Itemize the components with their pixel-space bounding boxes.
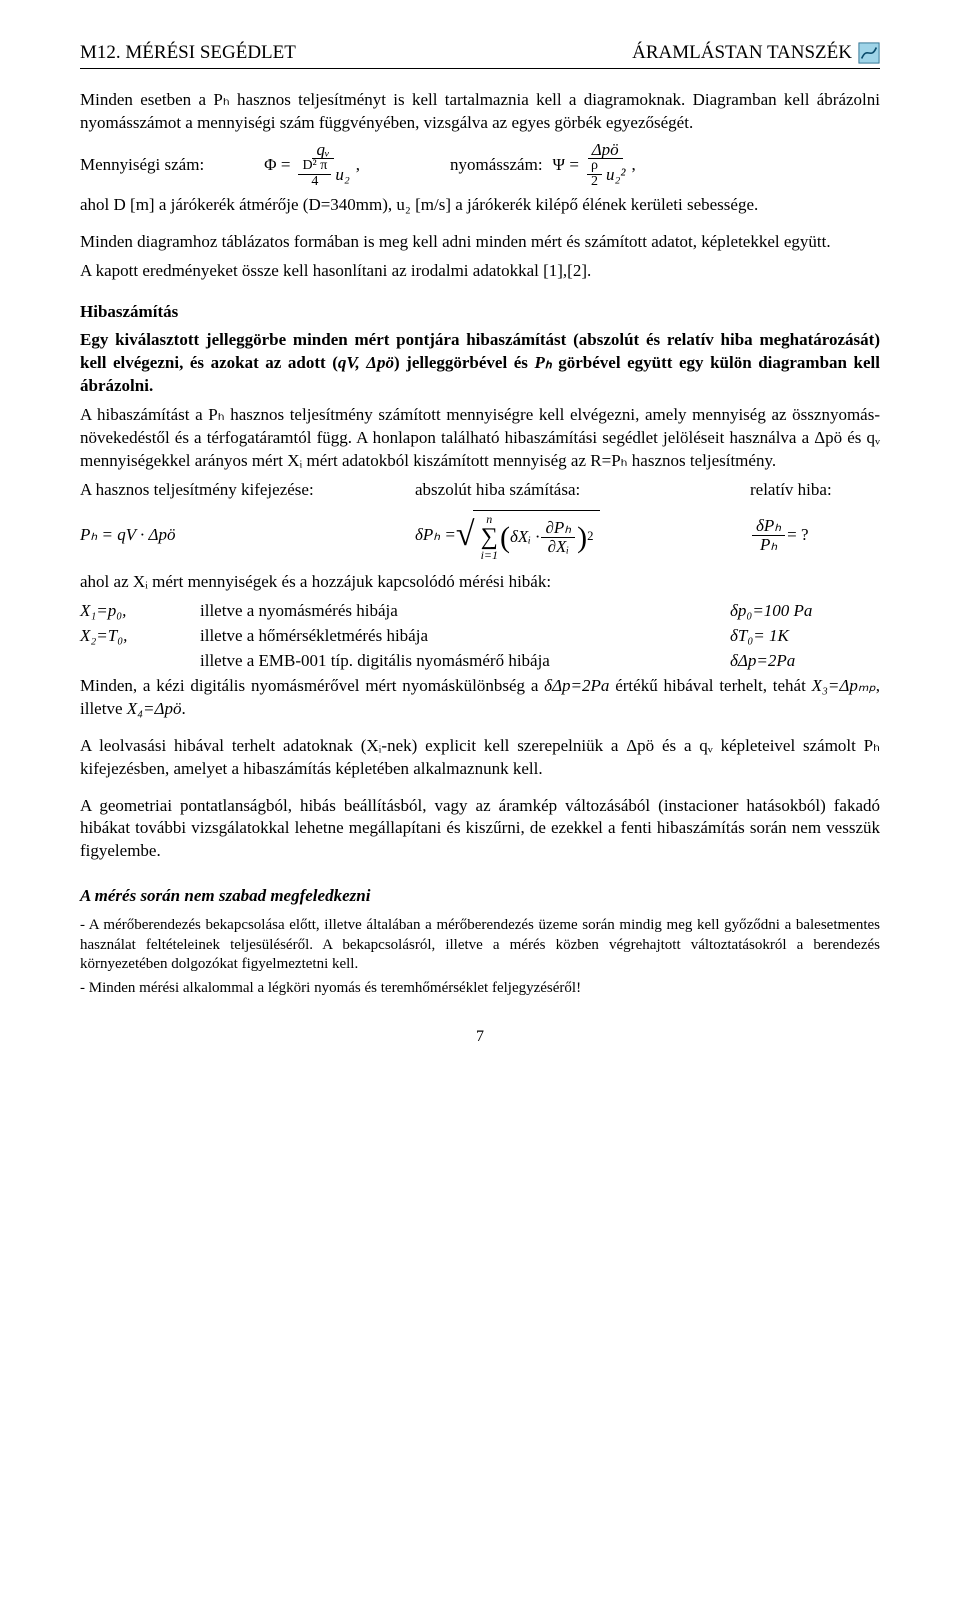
phi-formula: Φ = qᵥ D² π 4 u₂ ,: [264, 141, 360, 190]
formula-delta-ph: δPₕ = √ n ∑ i=1 ( δXᵢ · ∂Pₕ ∂Xᵢ ): [415, 510, 750, 561]
vars-intro: ahol az Xᵢ mért mennyiségek és a hozzáju…: [80, 571, 880, 594]
psi-denominator: ρ 2 u₂²: [581, 159, 630, 189]
phi-den-4: 4: [307, 175, 322, 190]
header-right: ÁRAMLÁSTAN TANSZÉK: [632, 40, 880, 66]
p5f: X₄=Δpö: [127, 699, 182, 718]
row2-c1: X₂=T₀,: [80, 625, 200, 648]
paragraph-intro: Minden esetben a Pₕ hasznos teljesítmény…: [80, 89, 880, 135]
heading-remind: A mérés során nem szabad megfeledkezni: [80, 885, 880, 908]
hiba-p1d: Pₕ: [534, 353, 551, 372]
exponent-2: 2: [587, 528, 593, 545]
p5g: .: [181, 699, 185, 718]
col1-label: A hasznos teljesítmény kifejezése:: [80, 479, 415, 502]
partial-num: ∂Pₕ: [541, 519, 575, 538]
header-left: M12. MÉRÉSI SEGÉDLET: [80, 40, 296, 66]
document-page: M12. MÉRÉSI SEGÉDLET ÁRAMLÁSTAN TANSZÉK …: [0, 0, 960, 1088]
reminder-2: - Minden mérési alkalommal a légköri nyo…: [80, 979, 880, 999]
right-paren-icon: ): [577, 527, 587, 548]
paragraph-tables: Minden diagramhoz táblázatos formában is…: [80, 231, 880, 254]
sum-bottom: i=1: [481, 549, 498, 561]
formula-row-phi-psi: Mennyiségi szám: Φ = qᵥ D² π 4 u₂ , nyom…: [80, 141, 880, 190]
p5b: δΔp=2Pa: [544, 676, 609, 695]
partial-den: ∂Xᵢ: [544, 538, 573, 556]
col2-label: abszolút hiba számítása:: [415, 479, 750, 502]
sum-block: n ∑ i=1: [481, 513, 498, 561]
left-paren-icon: (: [500, 527, 510, 548]
var-row-1: X₁=p₀, illetve a nyomásmérés hibája δp₀=…: [80, 600, 880, 623]
department-logo-icon: [858, 42, 880, 64]
rel-rhs: = ?: [787, 524, 808, 547]
paragraph-hiba-bold: Egy kiválasztott jelleggörbe minden mért…: [80, 329, 880, 398]
nyomasszam-label: nyomásszám:: [450, 154, 543, 177]
formula-relative: δPₕ Pₕ = ?: [750, 517, 880, 554]
paragraph-d-desc: ahol D [m] a járókerék átmérője (D=340mm…: [80, 194, 880, 217]
paragraph-compare: A kapott eredményeket össze kell hasonlí…: [80, 260, 880, 283]
paragraph-hiba-2: A hibaszámítást a Pₕ hasznos teljesítmén…: [80, 404, 880, 473]
header-right-text: ÁRAMLÁSTAN TANSZÉK: [632, 40, 852, 66]
reminder-list: - A mérőberendezés bekapcsolása előtt, i…: [80, 916, 880, 998]
psi-formula: Ψ = Δpö ρ 2 u₂² ,: [553, 141, 636, 190]
mennyisegi-label: Mennyiségi szám:: [80, 154, 204, 177]
p5d: X₃=Δpₘₚ: [812, 676, 876, 695]
hiba-p1b: qV, Δpö: [338, 353, 394, 372]
formula-ph: Pₕ = qV · Δpö: [80, 524, 415, 547]
row2-c3: δT₀= 1K: [730, 625, 880, 648]
page-number: 7: [80, 1026, 880, 1048]
p5a: Minden, a kézi digitális nyomásmérővel m…: [80, 676, 544, 695]
psi-den-rho: ρ: [587, 159, 602, 175]
paragraph-geometria: A geometriai pontatlanságból, hibás beál…: [80, 795, 880, 864]
row1-c2: illetve a nyomásmérés hibája: [200, 600, 730, 623]
hiba-p1c: ) jelleggörbével és: [394, 353, 534, 372]
row1-c1: X₁=p₀,: [80, 600, 200, 623]
sigma-icon: ∑: [481, 525, 498, 549]
phi-denominator: D² π 4 u₂: [292, 159, 353, 189]
phi-den-u2: u₂: [335, 166, 349, 184]
var-row-2: X₂=T₀, illetve a hőmérsékletmérés hibája…: [80, 625, 880, 648]
psi-numerator: Δpö: [588, 141, 623, 160]
p5c: értékű hibával terhelt, tehát: [609, 676, 811, 695]
paragraph-x3-x4: Minden, a kézi digitális nyomásmérővel m…: [80, 675, 880, 721]
rel-den: Pₕ: [756, 536, 781, 554]
phi-den-top: D² π: [298, 159, 331, 175]
dph-lhs: δPₕ =: [415, 524, 456, 547]
var-row-3: illetve a EMB-001 típ. digitális nyomásm…: [80, 650, 880, 673]
row2-c2: illetve a hőmérsékletmérés hibája: [200, 625, 730, 648]
reminder-1: - A mérőberendezés bekapcsolása előtt, i…: [80, 916, 880, 975]
three-column-labels: A hasznos teljesítmény kifejezése: abszo…: [80, 479, 880, 502]
row3-c2: illetve a EMB-001 típ. digitális nyomásm…: [200, 650, 730, 673]
psi-den-2: 2: [587, 175, 602, 190]
heading-hibaszamitas: Hibaszámítás: [80, 301, 880, 324]
page-header: M12. MÉRÉSI SEGÉDLET ÁRAMLÁSTAN TANSZÉK: [80, 40, 880, 69]
row1-c3: δp₀=100 Pa: [730, 600, 880, 623]
psi-den-u2sq: u₂²: [606, 166, 626, 184]
row3-c1: [80, 650, 200, 673]
phi-comma: ,: [356, 154, 360, 177]
psi-lhs: Ψ =: [553, 154, 579, 177]
paragraph-leolvasas: A leolvasási hibával terhelt adatoknak (…: [80, 735, 880, 781]
dxi-text: δXᵢ ·: [510, 526, 539, 549]
row3-c3: δΔp=2Pa: [730, 650, 880, 673]
psi-comma: ,: [631, 154, 635, 177]
phi-lhs: Φ =: [264, 154, 290, 177]
rel-num: δPₕ: [752, 517, 785, 536]
col3-label: relatív hiba:: [750, 479, 880, 502]
phi-numerator: qᵥ: [312, 141, 333, 160]
three-column-formulas: Pₕ = qV · Δpö δPₕ = √ n ∑ i=1 ( δXᵢ · ∂P…: [80, 510, 880, 561]
